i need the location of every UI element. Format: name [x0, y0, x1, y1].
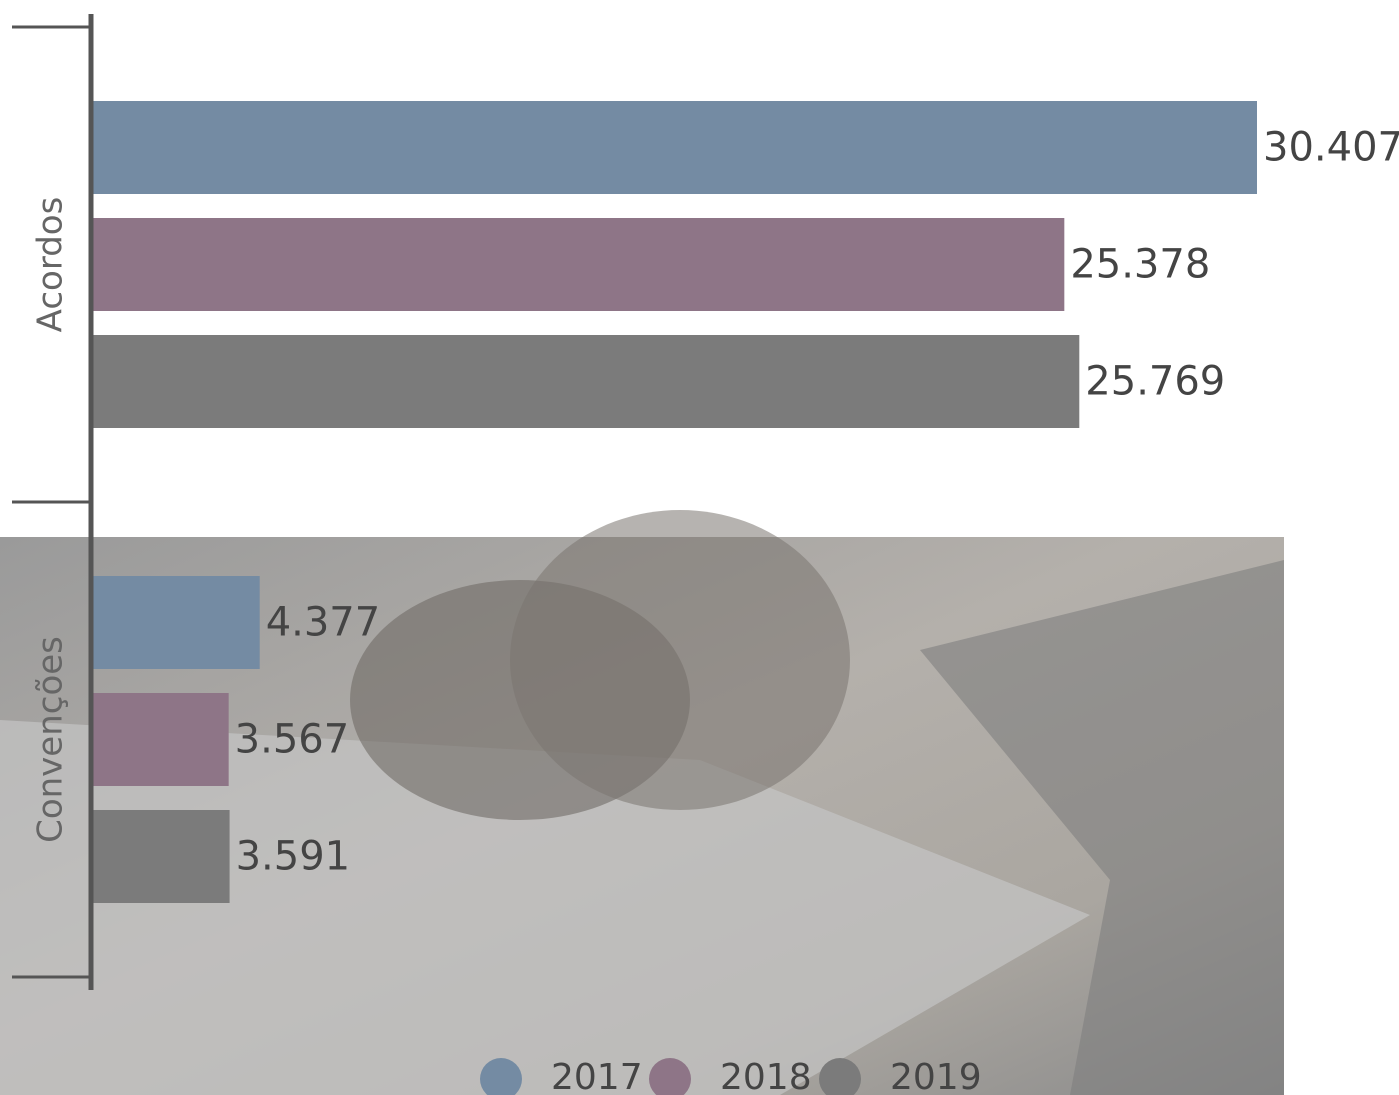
value-label: 3.591 [236, 834, 351, 880]
paper [0, 720, 1090, 1095]
category-label: Acordos [31, 197, 71, 333]
legend-swatch [819, 1058, 861, 1095]
value-label: 4.377 [266, 600, 381, 646]
value-label: 3.567 [235, 717, 350, 763]
bar [92, 810, 230, 903]
bar [92, 335, 1080, 428]
legend-label: 2019 [890, 1057, 982, 1095]
value-label: 30.407 [1263, 125, 1399, 171]
legend-label: 2017 [551, 1057, 643, 1095]
bar [92, 101, 1257, 194]
bar [92, 576, 260, 669]
value-label: 25.378 [1070, 242, 1210, 288]
legend-label: 2018 [720, 1057, 812, 1095]
bar [92, 693, 229, 786]
category-label: Convenções [31, 636, 71, 843]
shadow [920, 560, 1284, 1095]
value-label: 25.769 [1085, 359, 1225, 405]
hand [510, 510, 850, 810]
legend-swatch [480, 1058, 522, 1095]
bar [92, 218, 1065, 311]
legend-swatch [649, 1058, 691, 1095]
